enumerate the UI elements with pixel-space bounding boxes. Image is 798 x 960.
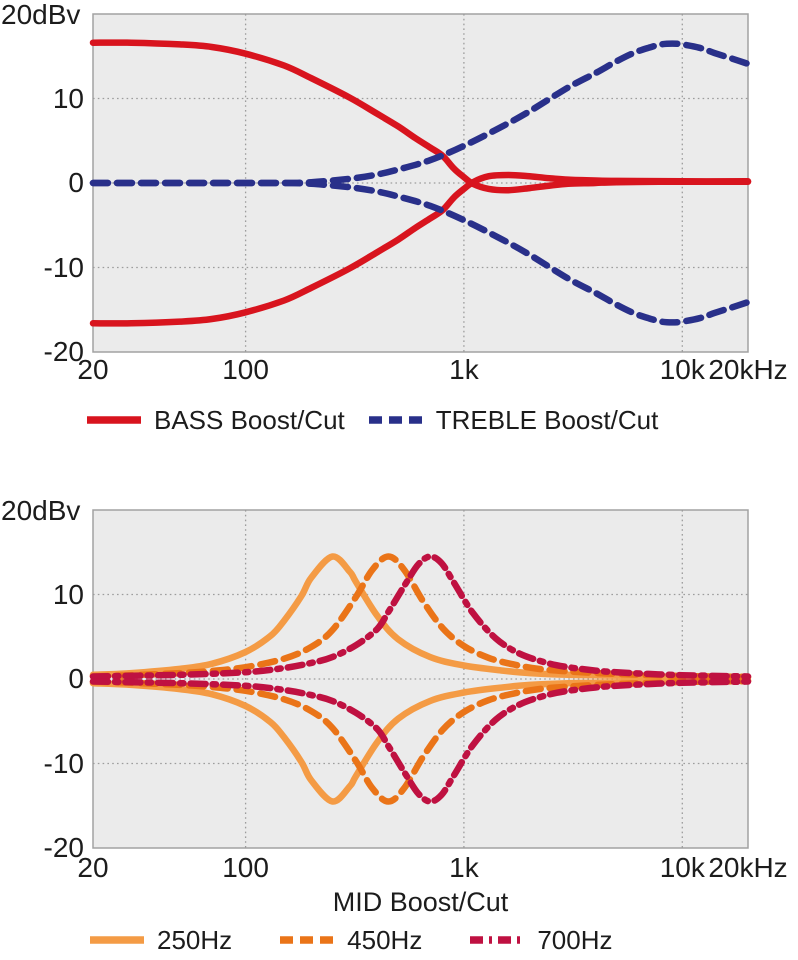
lower-x-tick-20kHz: 20kHz xyxy=(708,852,788,883)
curve-mid250-boost xyxy=(89,553,752,681)
upper-y-tick--20: -20 xyxy=(43,336,84,367)
lower-y-tick-0: 0 xyxy=(68,663,84,694)
upper-x-tick-100: 100 xyxy=(222,354,269,385)
upper-y-tick-10: 10 xyxy=(52,82,84,114)
curve-mid450-boost xyxy=(89,553,752,681)
lower-x-tick-10k: 10k xyxy=(659,852,705,883)
legend-swatch-dashed-icon xyxy=(368,416,423,424)
lower-y-tick-10: 10 xyxy=(52,578,84,610)
legend-item-treble-boost-cut: TREBLE Boost/Cut xyxy=(367,404,659,436)
lower-x-tick-1k: 1k xyxy=(449,852,479,883)
upper-x-tick-20: 20 xyxy=(77,354,109,385)
legend-item-bass-boost-cut: BASS Boost/Cut xyxy=(85,405,345,436)
curve-mid700-boost xyxy=(89,553,752,680)
legend-label: 250Hz xyxy=(157,924,233,955)
legend-item-700hz: 700Hz xyxy=(468,925,612,956)
legend-swatch-solid-icon xyxy=(90,936,144,944)
upper-y-tick-0: 0 xyxy=(68,167,84,198)
lower-y-tick--20: -20 xyxy=(43,832,84,863)
upper-x-tick-10k: 10k xyxy=(659,354,705,385)
lower-chart-legend: 250Hz 450Hz 700Hz xyxy=(88,924,612,956)
legend-swatch-dashed-icon xyxy=(280,936,335,944)
upper-x-tick-1k: 1k xyxy=(449,354,479,385)
lower-chart-x-axis-title: MID Boost/Cut xyxy=(332,887,509,917)
curve-mid700-cut xyxy=(89,678,752,805)
legend-label: 700Hz xyxy=(537,924,613,955)
legend-label: 450Hz xyxy=(347,924,423,955)
legend-item-450hz: 450Hz xyxy=(278,925,422,956)
upper-x-tick-20kHz: 20kHz xyxy=(708,354,788,385)
legend-label: TREBLE Boost/Cut xyxy=(435,404,659,435)
curve-mid250-cut xyxy=(89,677,752,805)
lower-chart-y-unit-label: 20dBv xyxy=(1,495,81,526)
lower-y-tick--10: -10 xyxy=(43,747,84,779)
curve-treble-cut xyxy=(89,179,752,326)
upper-chart-legend: BASS Boost/Cut TREBLE Boost/Cut xyxy=(85,404,658,436)
legend-label: BASS Boost/Cut xyxy=(154,404,345,435)
curve-mid450-cut xyxy=(89,677,752,805)
lower-x-tick-100: 100 xyxy=(222,852,269,883)
upper-chart-y-unit-label: 20dBv xyxy=(1,0,81,30)
legend-swatch-solid-icon xyxy=(87,416,141,424)
lower-x-tick-20: 20 xyxy=(77,852,109,883)
upper-y-tick--10: -10 xyxy=(43,251,84,283)
legend-item-250hz: 250Hz xyxy=(88,925,232,956)
legend-swatch-dashdot-icon xyxy=(470,936,525,944)
